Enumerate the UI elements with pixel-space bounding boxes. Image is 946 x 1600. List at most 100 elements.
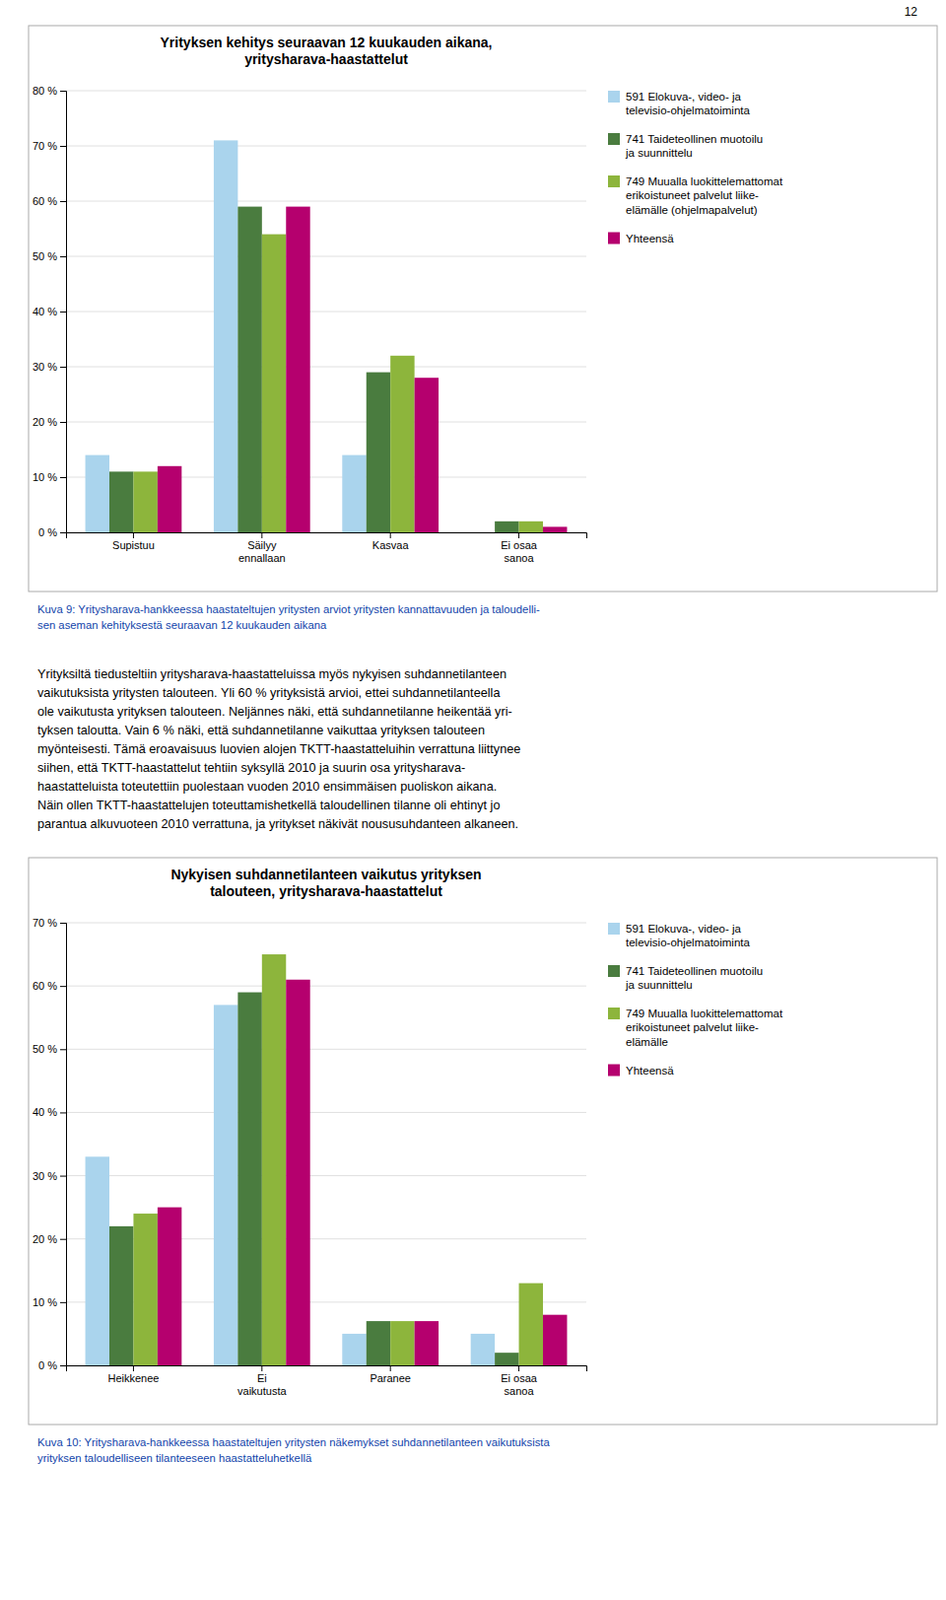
text-line: sen aseman kehityksestä seuraavan 12 kuu… (37, 618, 328, 631)
y-tick-label: 70 % (32, 139, 58, 152)
y-tick-mark (60, 145, 67, 147)
bar (494, 521, 519, 533)
legend-swatch (608, 922, 620, 935)
text-line: 749 Muualla luokittelemattomat (625, 1007, 784, 1019)
text-line: yritysharava-haastattelut (244, 51, 408, 68)
y-axis-line (60, 923, 68, 1366)
y-tick-mark (60, 1175, 67, 1177)
text-line: 741 Taideteollinen muotoilu (625, 133, 763, 145)
x-tick: Paranee (369, 1364, 411, 1384)
y-tick: 20 % (32, 415, 67, 428)
x-tick-mark (133, 1364, 135, 1371)
y-tick-label: 20 % (32, 415, 58, 428)
x-tick: Ei osaasanoa (500, 1364, 539, 1397)
y-tick: 50 % (32, 250, 67, 263)
text-line: Ei osaa (500, 539, 539, 551)
text-line: ja suunnittelu (624, 978, 693, 991)
bar-series (85, 139, 367, 533)
chart-title: Yrityksen kehitys seuraavan 12 kuukauden… (160, 34, 493, 68)
y-tick-label: 30 % (32, 1169, 58, 1182)
text-line: sanoa (504, 1384, 536, 1397)
body-line: Näin ollen TKTT-haastattelujen toteuttam… (37, 798, 501, 812)
body-line: ole vaikutusta yrityksen talouteen. Nelj… (37, 704, 513, 719)
body-line: vaikutuksista yritysten talouteen. Yli 6… (37, 685, 501, 700)
x-tick-mark (518, 1364, 520, 1371)
text-line: ja suunnittelu (624, 146, 693, 159)
y-tick-mark (60, 532, 67, 534)
bar (519, 1283, 543, 1365)
grid-line (66, 311, 587, 313)
bar-series (157, 206, 568, 533)
y-tick-mark (60, 311, 67, 313)
y-tick-label: 20 % (32, 1232, 58, 1245)
y-tick: 0 % (38, 526, 67, 539)
text-line: Nykyisen suhdannetilanteen vaikutus yrit… (170, 866, 481, 882)
chart-title: Nykyisen suhdannetilanteen vaikutus yrit… (170, 866, 481, 899)
legend-label: Yhteensä (625, 232, 675, 245)
text-line: Kasvaa (372, 539, 410, 551)
page: 12 Yrityksen kehitys seuraavan 12 kuukaud… (0, 0, 946, 1600)
y-tick: 60 % (32, 979, 67, 992)
legend-swatch (608, 232, 620, 245)
text-line: Kuva 9: Yritysharava-hankkeessa haastate… (37, 603, 541, 615)
body-line: siihen, että TKTT-haastattelut tehtiin s… (37, 760, 466, 775)
page-number: 12 (904, 4, 919, 19)
x-tick-mark (518, 532, 520, 539)
bar (471, 1333, 495, 1365)
bar (85, 1155, 110, 1365)
x-tick-label: Eivaikutusta (237, 1371, 287, 1397)
text-line: elämälle (ohjelmapalvelut) (625, 203, 758, 216)
y-tick-label: 10 % (32, 471, 58, 483)
x-tick-mark (261, 532, 263, 539)
text-line: Paranee (369, 1371, 411, 1384)
text-line: Kuva 10: Yritysharava-hankkeessa haastat… (37, 1435, 550, 1448)
y-tick: 70 % (32, 139, 67, 152)
y-tick-mark (60, 985, 67, 987)
legend-swatch (608, 133, 620, 145)
text-line: 749 Muualla luokittelemattomat (625, 175, 784, 188)
legend-label: 749 Muualla luokittelemattomaterikoistun… (625, 1007, 784, 1048)
grid-line (66, 201, 587, 203)
bar (85, 455, 110, 533)
y-tick: 30 % (32, 360, 67, 373)
bar (109, 471, 134, 533)
y-tick-mark (60, 256, 67, 258)
grid-line (66, 1048, 587, 1050)
legend-swatch (608, 90, 620, 103)
y-tick-label: 50 % (32, 250, 58, 263)
bar (366, 1320, 391, 1365)
x-tick-label: Supistuu (112, 539, 155, 551)
chart: Nykyisen suhdannetilanteen vaikutus yrit… (28, 857, 938, 1464)
bar (157, 466, 182, 533)
body-line: tyksen taloutta. Vain 6 % näki, että suh… (37, 723, 485, 738)
grid-line (66, 145, 587, 147)
bar (262, 234, 286, 533)
grid (66, 90, 587, 533)
grid-line (66, 922, 587, 924)
legend: 591 Elokuva-, video- jatelevisio-ohjelma… (608, 922, 784, 1077)
caption: Kuva 10: Yritysharava-hankkeessa haastat… (37, 1435, 550, 1464)
bar (341, 1333, 366, 1365)
text-line: Yrityksen kehitys seuraavan 12 kuukauden… (160, 34, 493, 51)
bar (542, 526, 567, 533)
bar-series (109, 206, 520, 533)
bar-series (133, 234, 543, 533)
text-line: sanoa (504, 551, 536, 564)
text-line: vaikutusta (237, 1384, 287, 1397)
body-text: Yrityksiltä tiedusteltiin yritysharava-h… (37, 667, 521, 831)
legend-label: Yhteensä (625, 1064, 675, 1077)
y-tick-mark (60, 922, 67, 924)
grid-line (66, 421, 587, 423)
x-tick-label: Säilyyennallaan (238, 539, 286, 564)
legend-swatch (608, 1064, 620, 1077)
y-tick-label: 0 % (38, 526, 58, 539)
x-tick: Supistuu (112, 532, 155, 551)
legend-label: 741 Taideteollinen muotoiluja suunnittel… (624, 964, 763, 991)
bar (109, 1225, 134, 1365)
x-tick-label: Kasvaa (372, 539, 410, 551)
y-tick-mark (60, 1048, 67, 1050)
y-tick-label: 70 % (32, 916, 58, 929)
legend-label: 749 Muualla luokittelemattomaterikoistun… (625, 175, 784, 216)
bar (285, 206, 310, 533)
bar (471, 532, 495, 534)
